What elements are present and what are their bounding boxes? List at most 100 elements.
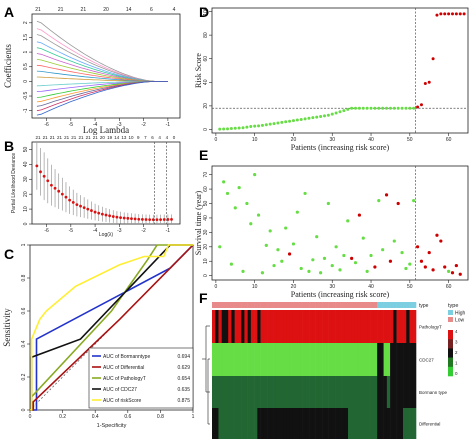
panel-f-cell-1-16 [263, 343, 268, 376]
panel-e-ytick-label-3: 30 [203, 229, 209, 235]
panel-f-cell-1-22 [283, 343, 287, 376]
panel-f-cell-1-32 [315, 343, 320, 376]
panel-f-annotation-cell-35 [325, 302, 329, 308]
panel-f-row-label-2: Bormann type [419, 390, 448, 395]
panel-e-point-37 [361, 236, 365, 240]
panel-e-point-7 [245, 201, 249, 206]
panel-e-point-24 [311, 258, 315, 262]
panel-f-cell-3-18 [270, 408, 274, 439]
panel-f-cell-0-21 [280, 310, 284, 343]
panel-d-low-point-48 [404, 106, 408, 110]
panel-f-cell-1-13 [254, 343, 258, 376]
panel-f-cell-3-58 [399, 408, 404, 439]
panel-f-cell-2-8 [237, 376, 242, 408]
panel-f-cell-1-52 [380, 343, 384, 376]
panel-f-cell-2-16 [263, 376, 268, 408]
panel-c-legend-label-2: AUC of PathologyT [103, 376, 146, 382]
panel-f-annotation-cell-24 [289, 302, 294, 308]
panel-f-cell-2-21 [280, 376, 284, 408]
panel-f-cell-0-59 [403, 310, 407, 343]
panel-letter-e: E [199, 147, 208, 163]
panel-d-low-point-28 [326, 113, 330, 117]
panel-d-high-point-3 [427, 80, 431, 84]
panel-f-cell-2-43 [351, 376, 355, 408]
panel-f-cell-2-3 [221, 376, 226, 408]
panel-f-cell-0-4 [224, 310, 229, 343]
panel-f-cell-1-44 [354, 343, 359, 376]
panel-d-high-point-6 [439, 12, 443, 16]
panel-f-cell-1-62 [412, 343, 417, 376]
panel-f-cell-1-25 [292, 343, 297, 376]
panel-c-xtick-label-3: 0.6 [124, 414, 131, 420]
panel-f-cell-0-46 [360, 310, 365, 343]
panel-f-cell-3-60 [406, 408, 410, 439]
panel-e-point-29 [330, 263, 334, 268]
panel-b-point-6 [57, 189, 61, 193]
panel-f-cell-2-17 [267, 376, 271, 408]
panel-f-cell-0-57 [396, 310, 401, 343]
panel-e-ytick-label-5: 50 [203, 201, 209, 207]
panel-d-low-point-24 [311, 116, 315, 120]
panel-f-legend-label-1: Low [455, 318, 465, 324]
panel-e-point-41 [377, 199, 381, 203]
panel-e-survival-time: 0 10 20 30 40 50 60 0 10 20 30 40 50 60 70 Patients (in… [194, 165, 469, 299]
panel-a-top-tick-4: 14 [126, 7, 132, 13]
panel-d-ytick-label-1: 20 [203, 103, 209, 109]
panel-f-cell-3-24 [289, 408, 294, 439]
panel-f-cell-0-31 [312, 310, 316, 343]
panel-b-top-tick-19: 0 [173, 135, 176, 140]
panel-f-cell-2-58 [399, 376, 404, 408]
panel-f-cell-0-13 [254, 310, 258, 343]
panel-a-xtick-label-1: -5 [69, 122, 74, 128]
panel-f-annotation-cell-2 [218, 302, 223, 308]
panel-c-legend-label-1: AUC of Differential [103, 365, 144, 371]
panel-d-high-point-10 [454, 12, 458, 16]
panel-f-cell-3-41 [344, 408, 349, 439]
panel-e-point-35 [353, 261, 358, 265]
panel-d-low-point-35 [354, 106, 358, 110]
panel-b-top-tick-3: 21 [57, 135, 63, 140]
panel-f-cell-2-9 [241, 376, 245, 408]
panel-d-low-point-46 [396, 106, 400, 110]
panel-b-point-27 [133, 217, 137, 221]
panel-f-cell-2-32 [315, 376, 320, 408]
panel-f-cell-0-6 [231, 310, 235, 343]
panel-b-point-7 [60, 192, 64, 196]
panel-f-annotation-cell-3 [221, 302, 226, 308]
panel-f-cell-2-45 [357, 376, 362, 408]
panel-f-cell-1-9 [241, 343, 245, 376]
panel-f-cell-0-54 [386, 310, 391, 343]
panel-d-xtick-label-6: 60 [446, 137, 452, 143]
panel-e-point-34 [350, 256, 354, 260]
panel-a-xlabel: Log Lambda [83, 125, 129, 135]
panel-f-cell-1-15 [260, 343, 265, 376]
panel-b-point-13 [82, 206, 86, 210]
panel-a-coef-path-2 [36, 34, 168, 82]
panel-f-cell-0-56 [393, 310, 397, 343]
panel-a-top-tick-3: 20 [103, 7, 109, 13]
panel-e-point-2 [225, 191, 230, 196]
panel-a-xtick-label-2: -4 [93, 122, 98, 128]
panel-e-point-33 [346, 219, 350, 223]
panel-d-low-point-36 [357, 106, 361, 110]
panel-f-cell-1-41 [344, 343, 349, 376]
panel-d-low-point-39 [369, 106, 373, 110]
panel-f-annotation-cell-28 [302, 302, 307, 308]
panel-f-cell-3-7 [234, 408, 239, 439]
panel-a-coef-path-5 [36, 53, 168, 82]
panel-f-cell-2-56 [393, 376, 397, 408]
panel-d-low-point-25 [315, 115, 319, 119]
panel-f-annotation-cell-36 [328, 302, 333, 308]
panel-f-cell-0-58 [399, 310, 404, 343]
panel-f-cell-0-28 [302, 310, 307, 343]
panel-f-cell-1-50 [373, 343, 378, 376]
panel-b-point-8 [64, 195, 68, 199]
panel-f-annotation-cell-60 [406, 302, 410, 308]
panel-e-point-42 [381, 248, 385, 252]
panel-f-cell-2-19 [273, 376, 278, 408]
panel-f-cell-2-42 [348, 376, 352, 408]
panel-b-point-33 [155, 218, 159, 222]
panel-f-annotation-cell-32 [315, 302, 320, 308]
panel-b-top-tick-10: 19 [107, 135, 113, 140]
panel-b-point-34 [159, 218, 162, 222]
